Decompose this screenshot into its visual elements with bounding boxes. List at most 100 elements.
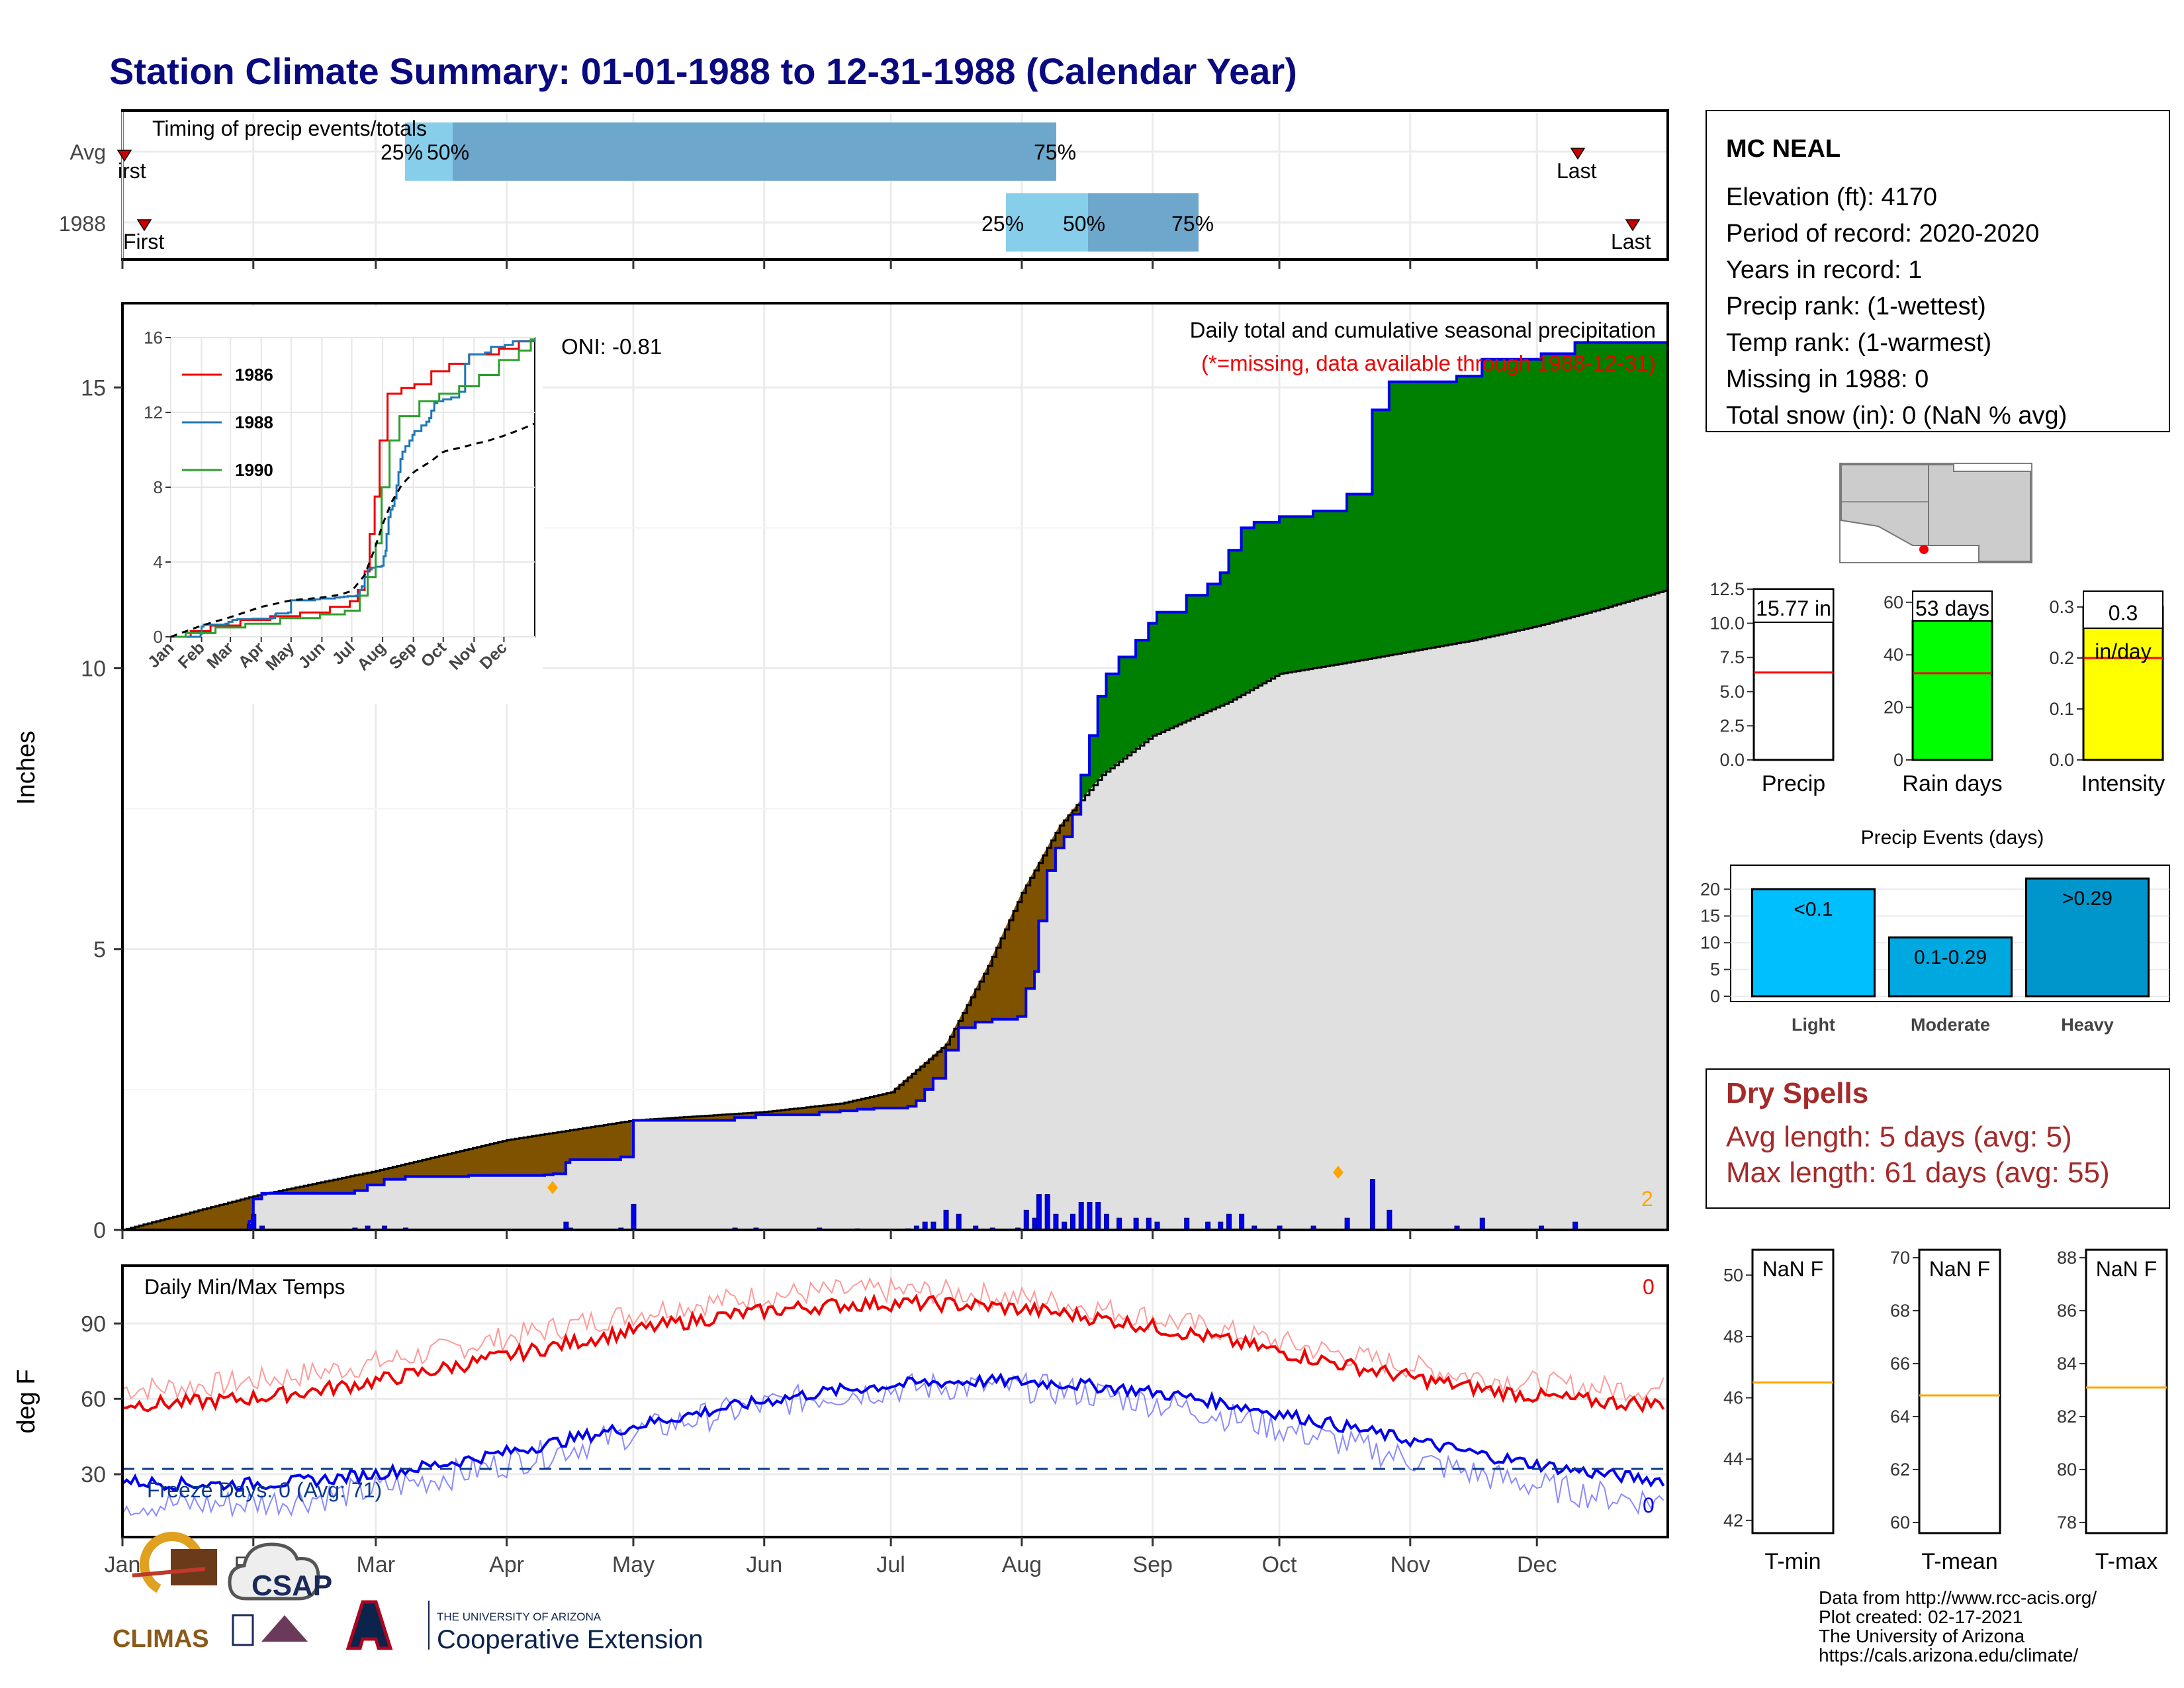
precip-departure-segment [1190, 594, 1195, 720]
station-info-line: Total snow (in): 0 (NaN % avg) [1726, 402, 2067, 430]
inset-series-1986 [171, 340, 535, 638]
temp-bar-ytick-label: 42 [1723, 1511, 1743, 1530]
timing-yr-p25: 25% [981, 212, 1024, 236]
inset-avg-line [170, 422, 535, 638]
daily-precip-bar [1344, 1217, 1350, 1231]
temp-bar-ytick-label: 78 [2057, 1513, 2077, 1532]
precip-departure-segment [1161, 612, 1166, 733]
precip-departure-segment [1110, 673, 1115, 769]
intensity-bar [2082, 606, 2164, 761]
precip-departure-segment [434, 1155, 439, 1177]
mini-ytick-label: 12.5 [1709, 579, 1745, 599]
precip-departure-segment [1275, 522, 1280, 677]
last-yr-marker [1625, 219, 1641, 232]
precip-departure-segment [1481, 359, 1487, 639]
timing-yr-p75: 75% [1171, 212, 1214, 236]
daily-precip-bar [1239, 1213, 1245, 1231]
precip-departure-segment [1152, 623, 1158, 736]
precip-events-title: Precip Events (days) [1861, 827, 2044, 849]
precip-departure-segment [468, 1147, 473, 1176]
daily-precip-bar [1095, 1201, 1101, 1231]
precip-departure-segment [206, 1206, 212, 1231]
mini-ytick-label: 0.3 [2049, 597, 2074, 617]
mini-ytick-label: 60 [1884, 592, 1903, 612]
station-info-line: Elevation (ft): 4170 [1726, 183, 1937, 211]
precip-event-bar-label: >0.29 [2062, 888, 2113, 910]
precip-departure-segment [1596, 342, 1601, 611]
daily-precip-bar [631, 1203, 637, 1231]
precip-departure-segment [595, 1125, 600, 1160]
temp-bar-frame [2085, 1248, 2168, 1534]
precip-departure-segment [540, 1133, 545, 1176]
precip-departure-segment [1494, 359, 1500, 636]
precip-departure-segment [1401, 381, 1406, 653]
precip-departure-segment [210, 1205, 216, 1231]
precip-departure-segment [1392, 381, 1398, 655]
precip-departure-segment [1093, 735, 1099, 786]
precip-departure-segment [612, 1123, 617, 1160]
precip-departure-segment [1418, 381, 1424, 651]
precip-departure-segment [557, 1131, 562, 1174]
inset-ytick-label: 4 [154, 552, 163, 572]
precip-departure-segment [1346, 494, 1351, 663]
precip-departure-segment [1604, 342, 1610, 609]
temp-bar-ytick-label: 46 [1723, 1388, 1743, 1408]
temp-bar-ytick-label: 86 [2057, 1301, 2077, 1321]
precip-departure-segment [1367, 494, 1373, 659]
daily-precip-bar [1116, 1217, 1122, 1231]
precip-departure-segment [1574, 342, 1580, 617]
first-yr-marker [136, 219, 152, 232]
month-label: Mar [357, 1552, 396, 1577]
station-info-line: Missing in 1988: 0 [1726, 365, 1929, 393]
precip-departure-segment [506, 1139, 512, 1176]
oni-label: ONI: -0.81 [561, 334, 662, 359]
precip-departure-segment [1215, 583, 1221, 708]
mini-ytick-label: 20 [1884, 698, 1903, 718]
precip-departure-segment [1545, 353, 1550, 625]
precip-departure-segment [531, 1135, 537, 1176]
timing-avg-bar-light [405, 122, 453, 181]
mini-ytick-label: 0.1 [2049, 699, 2074, 719]
precip-value-label: 15.77 in [1756, 596, 1831, 620]
precip-departure-segment [473, 1147, 478, 1176]
precip-departure-segment [1232, 549, 1238, 700]
daily-precip-bar [1184, 1217, 1190, 1231]
daily-precip-bar [943, 1209, 949, 1231]
precip-departure-segment [1414, 381, 1419, 651]
freeze-days-label: Freeze Days: 0 (Avg: 71) [147, 1478, 382, 1502]
temperature-mini-bars: 42 44 46 48 50 NaN F T-min 60 62 64 66 68 70 NaN F T-m… [1723, 1248, 2168, 1574]
precip-departure-segment [1524, 359, 1529, 630]
precip-departure-segment [1617, 342, 1622, 605]
precip-departure-segment [616, 1122, 621, 1160]
precip-departure-segment [1376, 409, 1381, 658]
month-label: Jul [876, 1552, 905, 1577]
precip-departure-segment [1173, 612, 1179, 727]
series-1988-cumulative-line [122, 341, 1669, 1231]
daily-precip-bar [251, 1213, 257, 1231]
precip-event-category: Light [1792, 1015, 1835, 1035]
csap-logo: CSAP [228, 1542, 332, 1646]
precip-departure-segment [1245, 527, 1250, 693]
precip-departure-segment [1195, 594, 1200, 718]
footer-credits: Data from http://www.rcc-acis.org/ Plot … [1819, 1587, 2097, 1665]
precip-departure-segment [1426, 381, 1432, 649]
precip-departure-segment [1608, 342, 1614, 608]
precip-departure-segment [569, 1129, 575, 1160]
precip-departure-segment [1156, 612, 1161, 735]
events-ytick-label: 5 [1710, 960, 1720, 980]
precip-departure-segment [223, 1202, 228, 1231]
avg-tmax-line [122, 1276, 1664, 1403]
precip-departure-segment [1578, 342, 1584, 616]
precip-departure-segment [1486, 359, 1491, 638]
events-ytick-label: 10 [1700, 933, 1720, 953]
precip-departure-segment [1207, 583, 1212, 712]
precip-departure-segment [548, 1132, 554, 1176]
intensity-unit-label: in/day [2095, 639, 2151, 663]
mini-ytick-label: 5.0 [1719, 682, 1745, 702]
tmin-missing: 0 [1643, 1493, 1655, 1517]
timing-avg-p75: 75% [1034, 140, 1076, 164]
precip-departure-segment [1562, 353, 1567, 620]
precip-departure-segment [240, 1197, 246, 1231]
month-label: Nov [1390, 1552, 1430, 1577]
